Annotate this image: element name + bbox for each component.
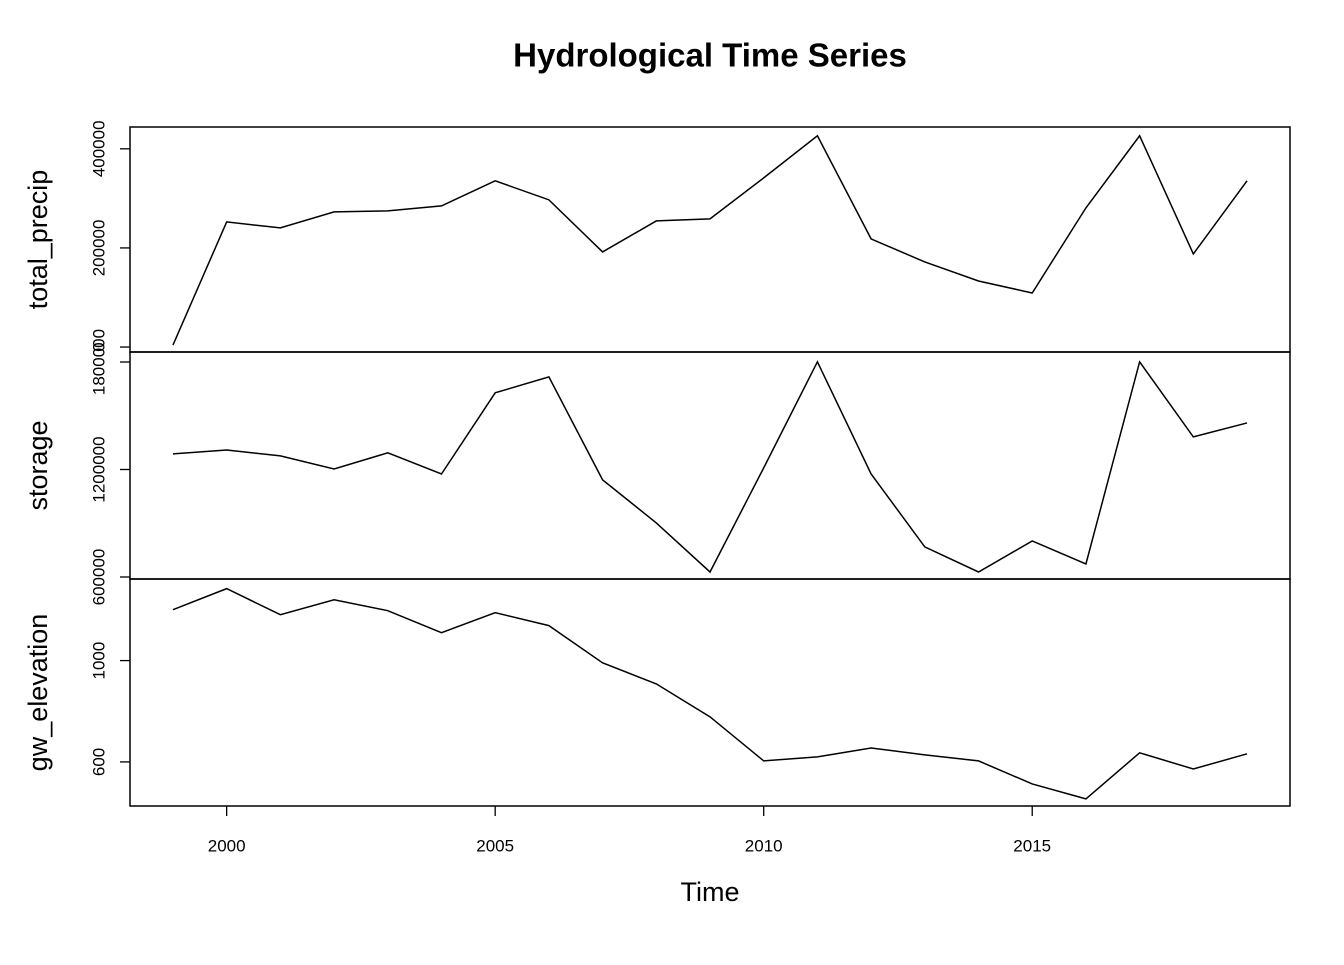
y-tick-label: 1800000 <box>89 329 108 395</box>
y-tick-label: 200000 <box>89 220 108 277</box>
y-tick-label: 600000 <box>89 549 108 606</box>
series-line <box>172 360 1248 574</box>
y-tick-label: 400000 <box>89 120 108 177</box>
y-tick-label: 600 <box>89 748 108 776</box>
y-tick-label: 0 <box>89 342 108 351</box>
y-tick-label: 1000 <box>89 642 108 680</box>
x-tick-label: 2000 <box>208 836 246 855</box>
chart-title: Hydrological Time Series <box>513 37 907 74</box>
y-axis-label: storage <box>23 420 53 510</box>
y-tick-label: 1200000 <box>89 436 108 502</box>
series-line <box>172 587 1248 800</box>
x-tick-label: 2015 <box>1013 836 1051 855</box>
y-axis-label: total_precip <box>23 170 53 310</box>
panel-frame <box>129 351 1291 580</box>
x-axis-label: Time <box>681 877 740 907</box>
series-line <box>172 134 1248 346</box>
y-axis-label: gw_elevation <box>23 614 53 772</box>
x-tick-label: 2010 <box>745 836 783 855</box>
panel-frame <box>129 126 1291 353</box>
x-tick-label: 2005 <box>476 836 514 855</box>
panel-frame <box>129 578 1291 807</box>
